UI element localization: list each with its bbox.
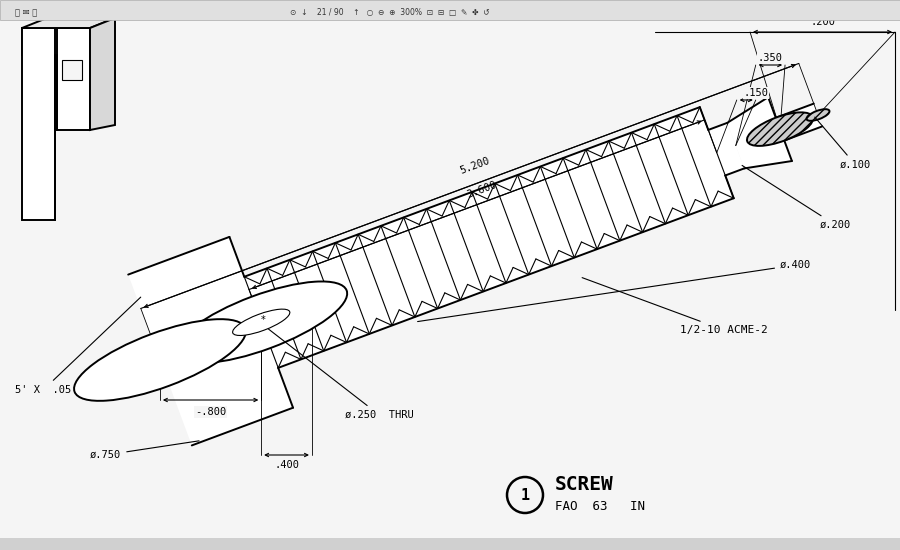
Ellipse shape: [176, 282, 347, 363]
Text: -.800: -.800: [195, 407, 226, 417]
Text: 5.200: 5.200: [458, 156, 491, 176]
Polygon shape: [90, 18, 115, 130]
Polygon shape: [708, 123, 744, 175]
Text: ø.400: ø.400: [418, 260, 811, 322]
Text: ø.200: ø.200: [742, 166, 851, 230]
Polygon shape: [57, 28, 90, 130]
Text: SCREW: SCREW: [555, 476, 614, 494]
Polygon shape: [22, 18, 115, 28]
Ellipse shape: [74, 319, 246, 401]
Text: ø.750: ø.750: [90, 441, 199, 460]
Polygon shape: [22, 28, 90, 55]
Text: 🖨 ✉ 🔍: 🖨 ✉ 🔍: [15, 8, 37, 18]
Text: FAO  63   IN: FAO 63 IN: [555, 500, 645, 514]
Text: .400: .400: [274, 460, 299, 470]
Polygon shape: [244, 107, 733, 368]
Text: ø.100: ø.100: [814, 117, 871, 170]
Ellipse shape: [232, 309, 290, 336]
Text: *: *: [261, 315, 266, 325]
Ellipse shape: [806, 109, 830, 121]
Text: 3.600: 3.600: [465, 179, 499, 200]
Polygon shape: [128, 237, 293, 446]
Ellipse shape: [747, 112, 813, 146]
Text: .350: .350: [758, 53, 783, 63]
Polygon shape: [727, 97, 792, 168]
Polygon shape: [22, 28, 55, 220]
FancyBboxPatch shape: [0, 0, 900, 20]
Text: .200: .200: [810, 17, 835, 27]
Text: ø.250  THRU: ø.250 THRU: [268, 329, 414, 420]
Text: 1: 1: [520, 487, 529, 503]
Text: ⊙  ↓    21 / 90    ↑   ○  ⊖  ⊕  300%  ⊡  ⊟  □  ✎  ✤  ↺: ⊙ ↓ 21 / 90 ↑ ○ ⊖ ⊕ 300% ⊡ ⊟ □ ✎ ✤ ↺: [290, 8, 490, 18]
Polygon shape: [776, 103, 823, 140]
FancyBboxPatch shape: [0, 538, 900, 550]
Text: .150: .150: [743, 88, 769, 98]
Polygon shape: [62, 60, 82, 80]
Text: 1/2-10 ACME-2: 1/2-10 ACME-2: [582, 278, 768, 335]
Text: 5' X  .05: 5' X .05: [15, 297, 140, 395]
